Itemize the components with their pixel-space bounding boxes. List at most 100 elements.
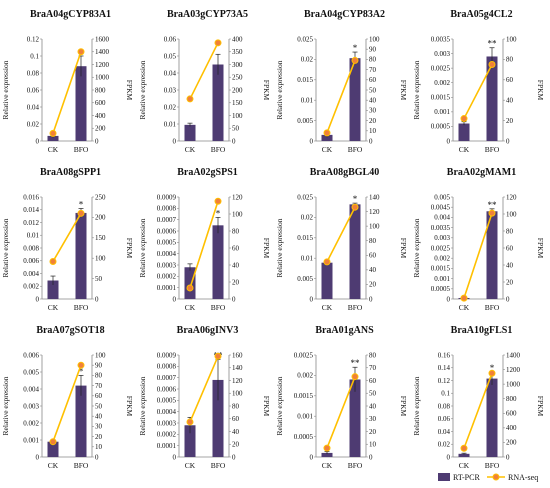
y-tick-label: 0.01: [27, 232, 40, 240]
y-tick-label: 0.12: [438, 377, 451, 385]
y2-tick-label: 30: [95, 423, 103, 431]
category-label: CK: [48, 303, 59, 312]
point-rnaseq: [186, 95, 194, 103]
y2-tick-label: 100: [95, 255, 106, 263]
chart-title: BraA07gSOT18: [36, 325, 104, 336]
y-tick-label: 0.0025: [431, 244, 451, 252]
category-label: CK: [459, 303, 470, 312]
y2-tick-label: 60: [232, 244, 240, 252]
y-tick-label: 0: [173, 137, 177, 145]
y-axis-label: Relative expression: [275, 218, 284, 277]
y2-tick-label: 40: [369, 97, 377, 105]
point-rnaseq: [49, 438, 57, 446]
y-tick-label: 0.0002: [157, 431, 177, 439]
y-tick-label: 0.0025: [431, 64, 451, 72]
y2-axis-label: FPKM: [262, 238, 271, 259]
y2-axis-label: FPKM: [262, 80, 271, 101]
bar-rtpcr: [349, 58, 361, 142]
y2-tick-label: 400: [232, 35, 243, 43]
y2-tick-label: 0: [369, 137, 373, 145]
y-tick-label: 0.004: [23, 385, 39, 393]
y2-tick-label: 80: [95, 372, 103, 380]
bar-rtpcr: [47, 441, 59, 457]
y-tick-label: 0.002: [23, 283, 39, 291]
y2-tick-label: 200: [95, 125, 106, 133]
y-tick-label: 0.014: [23, 206, 39, 214]
line-rnaseq: [326, 60, 356, 134]
y-tick-label: 0.001: [297, 413, 313, 421]
y-tick-label: 0.02: [27, 120, 40, 128]
category-label: CK: [459, 461, 470, 470]
y-tick-label: 0.0035: [431, 35, 451, 43]
chart-title: BraA08gSPP1: [40, 167, 101, 178]
chart-title: BraA04gCYP83A2: [304, 9, 385, 20]
y2-tick-label: 50: [369, 390, 377, 398]
y2-tick-label: 30: [369, 415, 377, 423]
y2-tick-label: 250: [232, 74, 243, 82]
chart-title: BraA10gFLS1: [451, 325, 513, 336]
category-label: BFO: [348, 145, 363, 154]
point-rnaseq: [488, 61, 496, 68]
y-tick-label: 0.005: [23, 368, 39, 376]
y-tick-label: 0: [36, 137, 40, 145]
y2-tick-label: 70: [369, 364, 377, 372]
y-tick-label: 0.0005: [294, 433, 314, 441]
category-label: BFO: [485, 145, 500, 154]
y2-tick-label: 50: [232, 125, 240, 133]
point-rnaseq: [460, 115, 468, 123]
y-tick-label: 0.08: [438, 402, 451, 410]
y2-tick-label: 120: [232, 193, 243, 201]
y-axis-label: Relative expression: [412, 218, 421, 277]
y2-tick-label: 0: [95, 453, 99, 461]
y-tick-label: 0.015: [297, 76, 313, 84]
y2-axis-label: FPKM: [399, 396, 408, 417]
y2-tick-label: 140: [369, 193, 380, 201]
y-tick-label: 0.0015: [431, 94, 451, 102]
y2-tick-label: 80: [506, 56, 514, 64]
chart-title: BraA05g4CL2: [450, 9, 512, 20]
y2-tick-label: 20: [506, 278, 514, 286]
y2-tick-label: 0: [232, 453, 236, 461]
line-rnaseq: [189, 42, 219, 100]
y2-tick-label: 0: [506, 453, 510, 461]
y2-tick-label: 350: [232, 48, 243, 56]
y2-tick-label: 50: [369, 86, 377, 94]
y-tick-label: 0.05: [164, 52, 177, 60]
chart-panel: BraA10gFLS1 0 0.02 0.04 0.06 0.08 0.1 0.12 0.14 0…: [412, 325, 545, 470]
significance-mark: **: [488, 200, 498, 210]
y-axis-label: Relative expression: [412, 376, 421, 435]
y-tick-label: 0.005: [297, 117, 313, 125]
y2-axis-label: FPKM: [125, 396, 134, 417]
y2-tick-label: 1200: [506, 366, 521, 374]
y-tick-label: 0.0015: [294, 392, 314, 400]
y-tick-label: 0.0004: [157, 250, 177, 258]
y-axis-label: Relative expression: [275, 376, 284, 435]
y-tick-label: 0.0009: [157, 193, 177, 201]
line-rnaseq: [463, 212, 493, 299]
y2-tick-label: 20: [232, 278, 240, 286]
y-tick-label: 0.06: [27, 86, 40, 94]
chart-panel: BraA02gMAM1 0 0.0005 0.001 0.0015 0.002 0.0025…: [412, 167, 545, 312]
y-tick-label: 0: [310, 295, 314, 303]
point-rnaseq: [460, 294, 468, 302]
y2-tick-label: 150: [95, 234, 106, 242]
chart-panel: BraA06gINV3 0 0.0001 0.0002 0.0003 0.0004 0.00…: [138, 325, 271, 470]
category-label: BFO: [348, 303, 363, 312]
y2-tick-label: 90: [369, 46, 377, 54]
y-tick-label: 0.0015: [431, 265, 451, 273]
y-tick-label: 0.0007: [157, 216, 177, 224]
line-rnaseq: [52, 212, 82, 262]
y2-tick-label: 1000: [95, 74, 110, 82]
y-tick-label: 0.0002: [157, 273, 177, 281]
line-rnaseq: [463, 64, 493, 119]
y-tick-label: 0.006: [23, 257, 39, 265]
y-tick-label: 0.0001: [157, 284, 177, 292]
line-rnaseq: [326, 376, 356, 449]
point-rnaseq: [460, 444, 468, 452]
category-label: CK: [48, 461, 59, 470]
y-tick-label: 0.002: [297, 372, 313, 380]
chart-panel: BraA04gCYP83A1 0 0.02 0.04 0.06 0.08 0.1 0.12 0 2…: [1, 9, 134, 154]
bar-rtpcr: [47, 135, 59, 141]
y-tick-label: 0: [310, 137, 314, 145]
chart-title: BraA04gCYP83A1: [30, 9, 111, 20]
